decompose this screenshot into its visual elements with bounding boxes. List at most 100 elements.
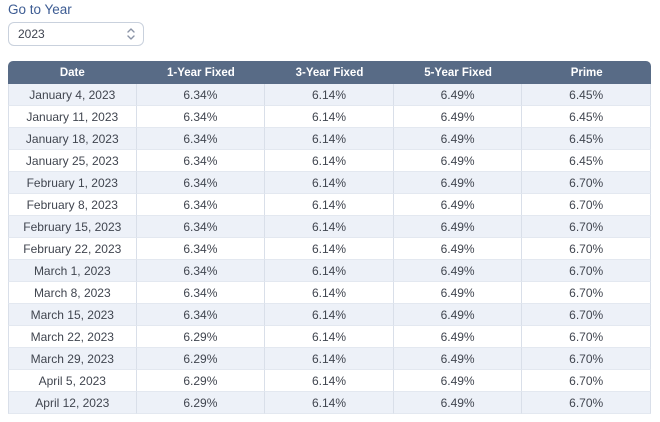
- rate-cell: 6.29%: [136, 370, 266, 392]
- rate-cell: 6.70%: [522, 216, 651, 238]
- table-row: April 12, 2023 6.29% 6.14% 6.49% 6.70%: [8, 392, 651, 414]
- rate-cell: 6.49%: [393, 194, 523, 216]
- rate-cell: 6.14%: [265, 150, 394, 172]
- rate-cell: 6.49%: [393, 392, 523, 414]
- rate-cell: 6.34%: [136, 128, 266, 150]
- table-row: March 29, 2023 6.29% 6.14% 6.49% 6.70%: [8, 348, 651, 370]
- rate-cell: 6.14%: [265, 238, 394, 260]
- table-row: January 4, 2023 6.34% 6.14% 6.49% 6.45%: [8, 84, 651, 106]
- year-select[interactable]: 2023: [8, 22, 144, 46]
- date-cell: January 18, 2023: [8, 128, 137, 150]
- table-row: March 15, 2023 6.34% 6.14% 6.49% 6.70%: [8, 304, 651, 326]
- rate-cell: 6.34%: [136, 84, 266, 106]
- date-cell: February 22, 2023: [8, 238, 137, 260]
- date-cell: March 15, 2023: [8, 304, 137, 326]
- rate-cell: 6.45%: [522, 84, 651, 106]
- table-row: March 1, 2023 6.34% 6.14% 6.49% 6.70%: [8, 260, 651, 282]
- rate-cell: 6.14%: [265, 326, 394, 348]
- rate-cell: 6.49%: [393, 304, 523, 326]
- table-row: April 5, 2023 6.29% 6.14% 6.49% 6.70%: [8, 370, 651, 392]
- table-row: January 11, 2023 6.34% 6.14% 6.49% 6.45%: [8, 106, 651, 128]
- rate-cell: 6.70%: [522, 172, 651, 194]
- rate-cell: 6.45%: [522, 150, 651, 172]
- rate-cell: 6.45%: [522, 106, 651, 128]
- rate-cell: 6.49%: [393, 238, 523, 260]
- rate-cell: 6.70%: [522, 370, 651, 392]
- go-to-year-label: Go to Year: [8, 2, 72, 17]
- date-cell: February 15, 2023: [8, 216, 137, 238]
- rates-table: Date 1-Year Fixed 3-Year Fixed 5-Year Fixed…: [8, 61, 651, 414]
- date-cell: January 11, 2023: [8, 106, 137, 128]
- date-cell: January 4, 2023: [8, 84, 137, 106]
- rate-cell: 6.14%: [265, 282, 394, 304]
- rate-cell: 6.70%: [522, 348, 651, 370]
- rate-cell: 6.29%: [136, 348, 266, 370]
- rate-cell: 6.70%: [522, 326, 651, 348]
- rate-cell: 6.49%: [393, 84, 523, 106]
- rate-cell: 6.34%: [136, 106, 266, 128]
- rate-cell: 6.34%: [136, 194, 266, 216]
- date-cell: April 5, 2023: [8, 370, 137, 392]
- rates-table-header: Date 1-Year Fixed 3-Year Fixed 5-Year Fixed…: [8, 61, 651, 84]
- date-cell: April 12, 2023: [8, 392, 137, 414]
- table-row: March 8, 2023 6.34% 6.14% 6.49% 6.70%: [8, 282, 651, 304]
- rate-cell: 6.34%: [136, 172, 266, 194]
- column-header-1-year-fixed: 1-Year Fixed: [136, 61, 266, 84]
- table-row: February 15, 2023 6.34% 6.14% 6.49% 6.70%: [8, 216, 651, 238]
- table-row: February 1, 2023 6.34% 6.14% 6.49% 6.70%: [8, 172, 651, 194]
- date-cell: January 25, 2023: [8, 150, 137, 172]
- date-cell: March 8, 2023: [8, 282, 137, 304]
- rate-cell: 6.49%: [393, 370, 523, 392]
- table-row: February 8, 2023 6.34% 6.14% 6.49% 6.70%: [8, 194, 651, 216]
- rate-cell: 6.49%: [393, 260, 523, 282]
- date-cell: March 29, 2023: [8, 348, 137, 370]
- rate-cell: 6.70%: [522, 304, 651, 326]
- rate-cell: 6.14%: [265, 260, 394, 282]
- rate-cell: 6.34%: [136, 150, 266, 172]
- rate-cell: 6.49%: [393, 106, 523, 128]
- table-row: February 22, 2023 6.34% 6.14% 6.49% 6.70%: [8, 238, 651, 260]
- rate-cell: 6.49%: [393, 128, 523, 150]
- year-select-wrapper: 2023: [8, 22, 144, 46]
- rate-cell: 6.45%: [522, 128, 651, 150]
- date-cell: March 22, 2023: [8, 326, 137, 348]
- date-cell: February 8, 2023: [8, 194, 137, 216]
- rate-cell: 6.34%: [136, 282, 266, 304]
- table-row: March 22, 2023 6.29% 6.14% 6.49% 6.70%: [8, 326, 651, 348]
- rate-cell: 6.49%: [393, 150, 523, 172]
- column-header-5-year-fixed: 5-Year Fixed: [393, 61, 523, 84]
- table-row: January 18, 2023 6.34% 6.14% 6.49% 6.45%: [8, 128, 651, 150]
- rate-cell: 6.49%: [393, 216, 523, 238]
- rate-cell: 6.14%: [265, 172, 394, 194]
- rate-cell: 6.70%: [522, 392, 651, 414]
- date-cell: March 1, 2023: [8, 260, 137, 282]
- column-header-date: Date: [8, 61, 137, 84]
- rate-cell: 6.14%: [265, 370, 394, 392]
- table-row: January 25, 2023 6.34% 6.14% 6.49% 6.45%: [8, 150, 651, 172]
- header-row: Date 1-Year Fixed 3-Year Fixed 5-Year Fixed…: [8, 61, 651, 84]
- rate-cell: 6.14%: [265, 348, 394, 370]
- rate-cell: 6.49%: [393, 282, 523, 304]
- rate-cell: 6.70%: [522, 194, 651, 216]
- rate-cell: 6.34%: [136, 260, 266, 282]
- date-cell: February 1, 2023: [8, 172, 137, 194]
- rate-cell: 6.34%: [136, 238, 266, 260]
- rates-table-body: January 4, 2023 6.34% 6.14% 6.49% 6.45% Janua…: [8, 84, 651, 414]
- rate-cell: 6.29%: [136, 326, 266, 348]
- rate-cell: 6.34%: [136, 216, 266, 238]
- rate-cell: 6.70%: [522, 260, 651, 282]
- rate-cell: 6.14%: [265, 392, 394, 414]
- rate-cell: 6.70%: [522, 238, 651, 260]
- rate-cell: 6.49%: [393, 172, 523, 194]
- rate-cell: 6.14%: [265, 194, 394, 216]
- rate-cell: 6.49%: [393, 348, 523, 370]
- rate-cell: 6.14%: [265, 84, 394, 106]
- rate-cell: 6.34%: [136, 304, 266, 326]
- rate-cell: 6.29%: [136, 392, 266, 414]
- rate-cell: 6.14%: [265, 128, 394, 150]
- rate-cell: 6.14%: [265, 106, 394, 128]
- rate-cell: 6.14%: [265, 216, 394, 238]
- rate-cell: 6.49%: [393, 326, 523, 348]
- column-header-prime: Prime: [522, 61, 651, 84]
